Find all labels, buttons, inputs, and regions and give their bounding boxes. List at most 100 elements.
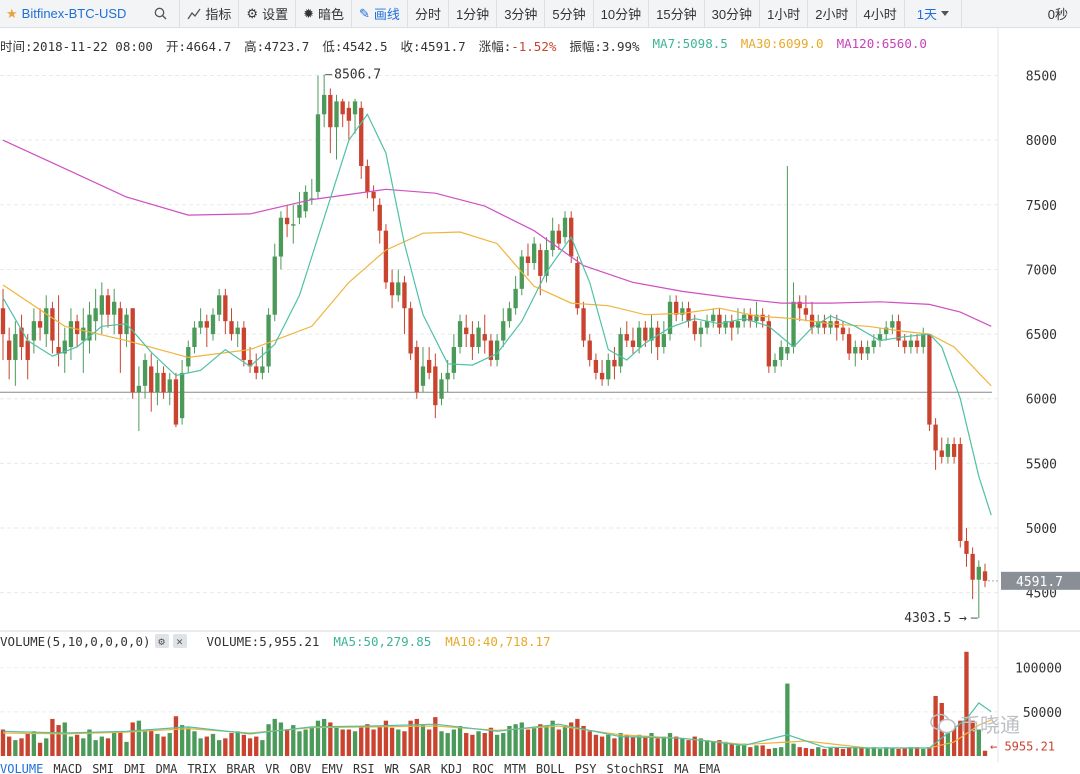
volume-bar-26 <box>161 736 166 756</box>
candle-body-10 <box>62 340 67 354</box>
volume-bar-9 <box>56 725 61 756</box>
indicator-tab-brar[interactable]: BRAR <box>226 762 256 774</box>
indicator-tab-vr[interactable]: VR <box>265 762 280 774</box>
interval-1[interactable]: 1分钟 <box>455 7 490 22</box>
candle-body-34 <box>210 314 216 335</box>
interval-2[interactable]: 3分钟 <box>504 7 538 22</box>
candle-body-77 <box>476 327 481 348</box>
volume-bar-46 <box>284 729 290 756</box>
theme-button[interactable]: ✹ 暗色 <box>296 0 351 27</box>
interval-8[interactable]: 2小时 <box>815 7 849 22</box>
volume-bar-93 <box>575 718 580 756</box>
indicator-tab-ma[interactable]: MA <box>674 762 689 774</box>
indicator-tab-dma[interactable]: DMA <box>155 762 178 774</box>
candle-body-94 <box>581 308 586 341</box>
draw-button[interactable]: ✎ 画线 <box>352 0 407 27</box>
candle-body-116 <box>717 314 722 328</box>
candle-body-97 <box>599 372 605 380</box>
indicator-tab-trix[interactable]: TRIX <box>187 762 217 774</box>
volume-bar-94 <box>581 725 586 756</box>
candle-body-115 <box>711 314 716 322</box>
volume-bar-45 <box>278 722 284 756</box>
indicator-tab-mtm[interactable]: MTM <box>504 762 526 774</box>
indicator-icon <box>187 8 201 19</box>
indicator-tab-smi[interactable]: SMI <box>92 762 114 774</box>
interval-dropdown[interactable]: 1天 <box>905 0 961 27</box>
volume-bar-7 <box>44 738 49 756</box>
volume-bar-145 <box>896 748 901 756</box>
volume-bar-47 <box>291 725 296 756</box>
info-open: 开:4664.7 <box>165 39 232 54</box>
search-button[interactable] <box>132 0 179 27</box>
candle-body-154 <box>951 443 957 457</box>
candle-body-65 <box>402 282 407 309</box>
volume-bar-66 <box>408 720 413 756</box>
interval-9[interactable]: 4小时 <box>863 7 897 22</box>
interval-0[interactable]: 分时 <box>414 7 441 22</box>
candle-body-146 <box>902 340 907 348</box>
indicator-tab-roc[interactable]: ROC <box>472 762 495 774</box>
candle-body-117 <box>723 321 728 328</box>
candle-body-148 <box>914 340 920 348</box>
candle-body-70 <box>433 366 438 406</box>
indicator-tab-rsi[interactable]: RSI <box>352 762 375 774</box>
candle-body-71 <box>439 379 444 399</box>
interval-7[interactable]: 1小时 <box>767 7 801 22</box>
indicator-tab-ema[interactable]: EMA <box>698 762 721 774</box>
interval-3[interactable]: 5分钟 <box>552 7 586 22</box>
indicator-button[interactable]: 指标 <box>180 0 238 27</box>
indicator-tab-emv[interactable]: EMV <box>321 762 343 774</box>
candle-body-125 <box>772 359 778 367</box>
indicator-tab-obv[interactable]: OBV <box>289 762 312 774</box>
candle-body-24 <box>149 366 154 393</box>
indicator-tab-dmi[interactable]: DMI <box>123 762 146 774</box>
volume-bar-109 <box>674 736 679 756</box>
candle-body-73 <box>451 347 457 373</box>
volume-bar-73 <box>451 729 457 756</box>
volume-bar-59 <box>365 724 370 756</box>
volume-bar-67 <box>414 718 419 756</box>
price-tick-6: 7500 <box>1026 199 1057 214</box>
candle-body-142 <box>877 334 883 341</box>
volume-bar-143 <box>884 747 889 756</box>
indicator-tab-psy[interactable]: PSY <box>574 762 597 774</box>
indicator-tab-sar[interactable]: SAR <box>409 762 431 774</box>
indicator-tab-macd[interactable]: MACD <box>53 762 83 774</box>
volume-bar-40 <box>247 738 253 756</box>
volume-bar-114 <box>704 740 710 756</box>
volume-bar-116 <box>717 740 722 756</box>
volume-bar-25 <box>155 733 160 756</box>
volume-bar-95 <box>587 731 592 756</box>
candle-body-29 <box>179 372 185 419</box>
candle-body-21 <box>130 308 135 393</box>
info-ma120: MA120:6560.0 <box>836 36 927 51</box>
gear-icon[interactable]: ⚙ <box>154 634 169 648</box>
indicator-tab-boll[interactable]: BOLL <box>535 762 565 774</box>
indicator-tab-stochrsi[interactable]: StochRSI <box>606 762 665 774</box>
volume-bar-128 <box>791 743 796 756</box>
symbol-selector[interactable]: ★ Bitfinex-BTC-USD <box>0 0 132 27</box>
volume-bar-22 <box>136 720 142 756</box>
volume-bar-56 <box>346 729 352 756</box>
indicator-tab-kdj[interactable]: KDJ <box>440 762 463 774</box>
indicator-tab-volume[interactable]: VOLUME <box>0 762 44 774</box>
interval-6[interactable]: 30分钟 <box>711 7 753 22</box>
indicator-tab-wr[interactable]: WR <box>384 762 400 774</box>
volume-bar-107 <box>661 736 667 756</box>
candle-body-3 <box>19 327 24 348</box>
volume-bar-118 <box>729 743 734 756</box>
wechat-icon <box>930 713 956 733</box>
settings-button[interactable]: ⚙ 设置 <box>239 0 295 27</box>
interval-5[interactable]: 15分钟 <box>656 7 697 22</box>
price-tick-5: 7000 <box>1026 263 1057 278</box>
volume-bar-92 <box>569 722 574 756</box>
close-icon[interactable]: ✕ <box>172 634 187 648</box>
volume-bar-149 <box>921 748 926 756</box>
volume-bar-35 <box>217 740 222 756</box>
interval-4[interactable]: 10分钟 <box>600 7 642 22</box>
volume-bar-101 <box>624 734 629 756</box>
volume-bar-141 <box>871 747 876 756</box>
star-icon[interactable]: ★ <box>6 5 18 21</box>
candle-body-141 <box>871 340 876 348</box>
